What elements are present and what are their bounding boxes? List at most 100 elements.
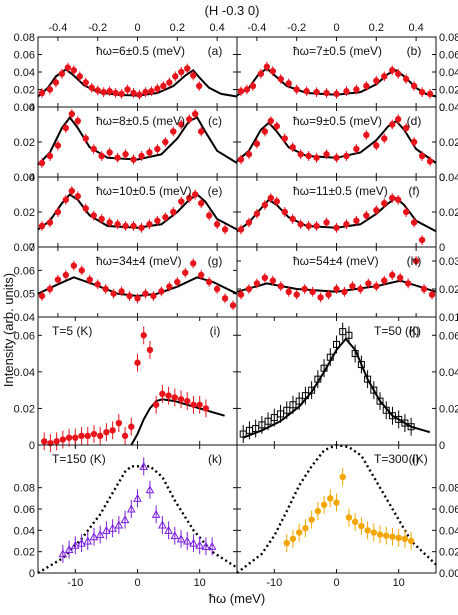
data-point	[58, 70, 66, 77]
data-point	[404, 280, 412, 287]
data-point	[257, 70, 265, 77]
y-tick-label: 0.02	[14, 137, 35, 149]
data-point	[418, 152, 426, 160]
data-point	[186, 116, 193, 123]
data-point	[202, 405, 210, 412]
data-point	[295, 397, 303, 405]
data-point	[305, 152, 312, 160]
data-point	[98, 215, 105, 223]
data-point	[106, 149, 113, 156]
y-tick-label: 0	[439, 102, 445, 114]
top-tick-label: -0.2	[287, 22, 306, 34]
data-point	[313, 154, 320, 161]
data-point	[389, 194, 396, 202]
data-point	[243, 86, 251, 93]
data-point	[114, 520, 124, 529]
y-tick-label: 0.02	[14, 85, 35, 97]
data-point	[114, 154, 121, 161]
data-point	[160, 82, 167, 90]
data-point	[59, 436, 67, 443]
data-point	[130, 156, 137, 163]
y-tick-label: 0.00	[439, 568, 458, 580]
data-point	[277, 283, 284, 290]
data-point	[389, 67, 396, 74]
data-point	[46, 86, 54, 93]
panel-label: (f)	[408, 184, 419, 198]
data-point	[95, 530, 105, 539]
data-point	[166, 283, 173, 290]
data-point	[112, 89, 119, 97]
data-point	[197, 200, 205, 207]
panel-annotation: ħω=8±0.5 (meV)	[96, 114, 185, 128]
data-point	[345, 331, 353, 339]
data-point	[333, 340, 340, 348]
data-point	[130, 222, 137, 230]
y-tick-label: 0.08	[439, 483, 458, 495]
fit-curve	[130, 398, 225, 446]
data-point	[263, 63, 271, 70]
data-point	[273, 123, 280, 130]
data-point	[285, 288, 292, 295]
data-point	[70, 262, 78, 269]
data-point	[323, 89, 330, 97]
data-point	[364, 527, 371, 534]
data-point	[154, 145, 161, 153]
data-point	[122, 222, 129, 230]
data-point	[96, 432, 104, 440]
data-point	[64, 64, 72, 71]
data-point	[376, 397, 384, 405]
data-point	[297, 151, 304, 158]
y-tick-label: 0.04	[14, 525, 35, 537]
panel-e: 0 0.02 0.04 (e) ħω=10±0.5 (meV)	[14, 172, 238, 254]
data-point	[146, 149, 153, 156]
data-point	[389, 121, 396, 128]
y-tick-label: 0.02	[14, 403, 35, 415]
data-point	[293, 86, 300, 93]
fit-curve	[37, 465, 238, 575]
data-point	[84, 432, 91, 440]
data-point	[402, 124, 410, 132]
y-tick-label: 0.02	[439, 207, 458, 219]
data-point	[100, 88, 107, 96]
data-point	[395, 534, 402, 541]
y-tick-label: 0	[439, 172, 445, 184]
top-axis-label: (H -0.3 0)	[205, 3, 260, 18]
data-point	[327, 495, 334, 502]
panel-l: 0.00 0.02 0.04 0.06 0.08 (l)T=300 (K)	[236, 443, 458, 580]
data-point	[158, 288, 165, 295]
data-point	[253, 210, 261, 217]
data-point	[363, 131, 370, 139]
y-tick-label: 0.04	[14, 172, 35, 184]
data-point	[373, 207, 380, 214]
panel-d: 0 0.02 0.04 (d) ħω=9±0.5 (meV)	[236, 102, 458, 184]
top-tick-label: 0	[134, 22, 140, 34]
data-point	[54, 276, 62, 283]
y-tick-label: 0.03	[439, 256, 458, 268]
data-point	[426, 90, 434, 98]
data-point	[383, 532, 390, 539]
data-point	[370, 386, 378, 394]
data-point	[41, 438, 48, 445]
data-point	[349, 283, 356, 290]
data-point	[213, 285, 221, 293]
data-point	[381, 73, 388, 80]
data-point	[54, 208, 62, 216]
bottom-tick-label: 0	[333, 577, 339, 589]
data-point	[46, 152, 54, 160]
data-point	[388, 412, 396, 420]
data-point	[205, 278, 213, 286]
data-point	[124, 86, 131, 93]
data-point	[353, 86, 360, 93]
data-point	[62, 271, 70, 279]
data-point	[62, 124, 70, 132]
data-point	[308, 386, 316, 394]
data-point	[178, 198, 185, 205]
data-point	[289, 215, 296, 223]
data-point	[64, 544, 74, 554]
data-point	[382, 406, 390, 414]
data-point	[237, 156, 245, 163]
data-point	[172, 73, 179, 80]
data-point	[145, 485, 155, 494]
data-point	[389, 533, 396, 540]
